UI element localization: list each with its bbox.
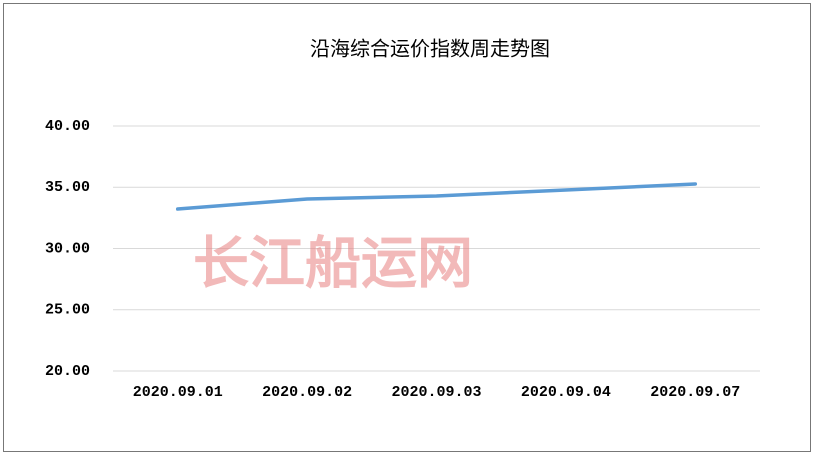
y-tick-label: 35.00 <box>45 179 90 196</box>
x-tick-label: 2020.09.02 <box>262 384 352 401</box>
y-tick-label: 40.00 <box>45 118 90 135</box>
x-tick-label: 2020.09.07 <box>650 384 740 401</box>
watermark: 长江船运网 <box>193 231 473 297</box>
chart-border <box>3 3 811 452</box>
x-tick-label: 2020.09.04 <box>521 384 611 401</box>
line <box>175 182 698 211</box>
chart-title: 沿海综合运价指数周走势图 <box>310 37 550 61</box>
y-tick-label: 25.00 <box>45 302 90 319</box>
y-tick-label: 30.00 <box>45 240 90 257</box>
x-tick-label: 2020.09.01 <box>133 384 223 401</box>
x-tick-label: 2020.09.03 <box>391 384 481 401</box>
y-tick-label: 20.00 <box>45 363 90 380</box>
plot-area: 20.00 25.00 30.00 35.00 40.00 2020.09.01 2020.… <box>45 118 760 401</box>
